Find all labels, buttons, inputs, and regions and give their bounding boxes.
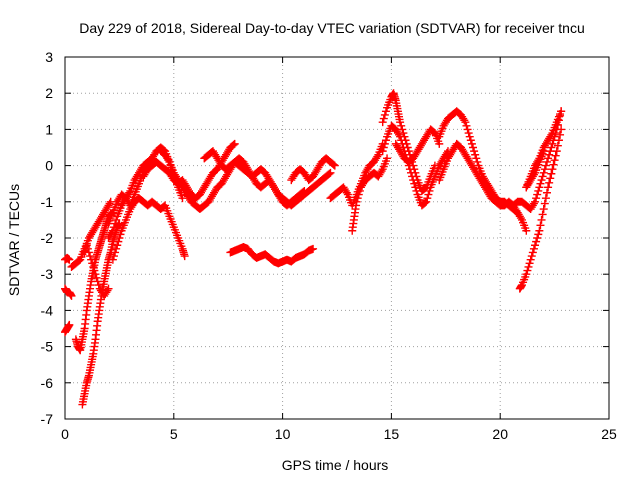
y-tick-label: -5: [41, 339, 54, 355]
sat-track-g-markers: [80, 241, 113, 300]
x-tick-label: 20: [492, 426, 508, 442]
sat-track-r-markers: [378, 89, 439, 195]
y-tick-label: -6: [41, 375, 54, 391]
sat-track-c: [61, 253, 74, 264]
chart-title: Day 229 of 2018, Sidereal Day-to-day VTE…: [79, 20, 585, 36]
sat-track-m-markers: [200, 147, 335, 210]
sat-track-b: [61, 284, 76, 300]
sat-track-z: [522, 147, 548, 192]
sat-track-j-markers: [108, 194, 189, 264]
sat-track-w: [509, 107, 566, 214]
x-tick-marks: [64, 57, 610, 419]
y-axis-label: SDTVAR / TECUs: [6, 184, 22, 296]
sat-track-e-markers: [71, 208, 117, 355]
sat-track-s: [378, 121, 452, 210]
sat-track-x-markers: [515, 125, 566, 293]
sat-track-o-markers: [287, 154, 339, 185]
sat-track-p-markers: [326, 139, 387, 210]
sat-track-e: [71, 208, 117, 355]
sat-track-b-markers: [61, 284, 76, 300]
sat-track-n: [226, 243, 318, 268]
sat-track-j: [108, 194, 189, 264]
y-tick-label: 0: [45, 158, 53, 174]
sat-track-k: [139, 139, 239, 203]
y-tick-label: 1: [45, 121, 53, 137]
x-tick-labels: 0 5 10 15 20 25: [61, 426, 617, 442]
sat-track-n-markers: [226, 243, 318, 268]
sat-track-z-markers: [522, 147, 548, 192]
x-axis-label: GPS time / hours: [282, 457, 389, 473]
sat-track-q-markers: [348, 154, 392, 235]
grid-lines: [65, 57, 609, 419]
x-tick-label: 0: [61, 426, 69, 442]
y-tick-label: -3: [41, 266, 54, 282]
y-tick-label: 2: [45, 85, 53, 101]
x-tick-label: 25: [601, 426, 617, 442]
y-tick-labels: -7 -6 -5 -4 -3 -2 -1 0 1 2 3: [41, 49, 54, 427]
sat-track-t: [391, 125, 444, 166]
sat-track-v-markers: [435, 139, 531, 235]
y-tick-label: -1: [41, 194, 54, 210]
sat-track-m: [200, 147, 335, 210]
sat-track-w-markers: [509, 107, 566, 214]
sat-track-g: [80, 241, 113, 300]
y-tick-marks: [65, 56, 609, 420]
sat-track-v: [435, 139, 531, 235]
sat-track-p: [326, 139, 387, 210]
x-tick-label: 10: [275, 426, 291, 442]
sat-track-k-markers: [139, 139, 239, 203]
sat-track-t-markers: [391, 125, 444, 166]
sat-track-a: [61, 320, 74, 337]
y-tick-label: -4: [41, 302, 54, 318]
sat-track-s-markers: [378, 121, 452, 210]
x-tick-label: 5: [170, 426, 178, 442]
sat-track-o: [287, 154, 339, 185]
data-points: [61, 89, 566, 409]
sat-track-q: [348, 154, 392, 235]
sat-track-a-markers: [61, 320, 74, 337]
sat-track-r: [378, 89, 439, 195]
y-tick-label: 3: [45, 49, 53, 65]
y-tick-label: -7: [41, 411, 54, 427]
sat-track-x: [515, 125, 566, 293]
x-tick-label: 15: [384, 426, 400, 442]
sat-track-c-markers: [61, 253, 74, 264]
y-tick-label: -2: [41, 230, 54, 246]
